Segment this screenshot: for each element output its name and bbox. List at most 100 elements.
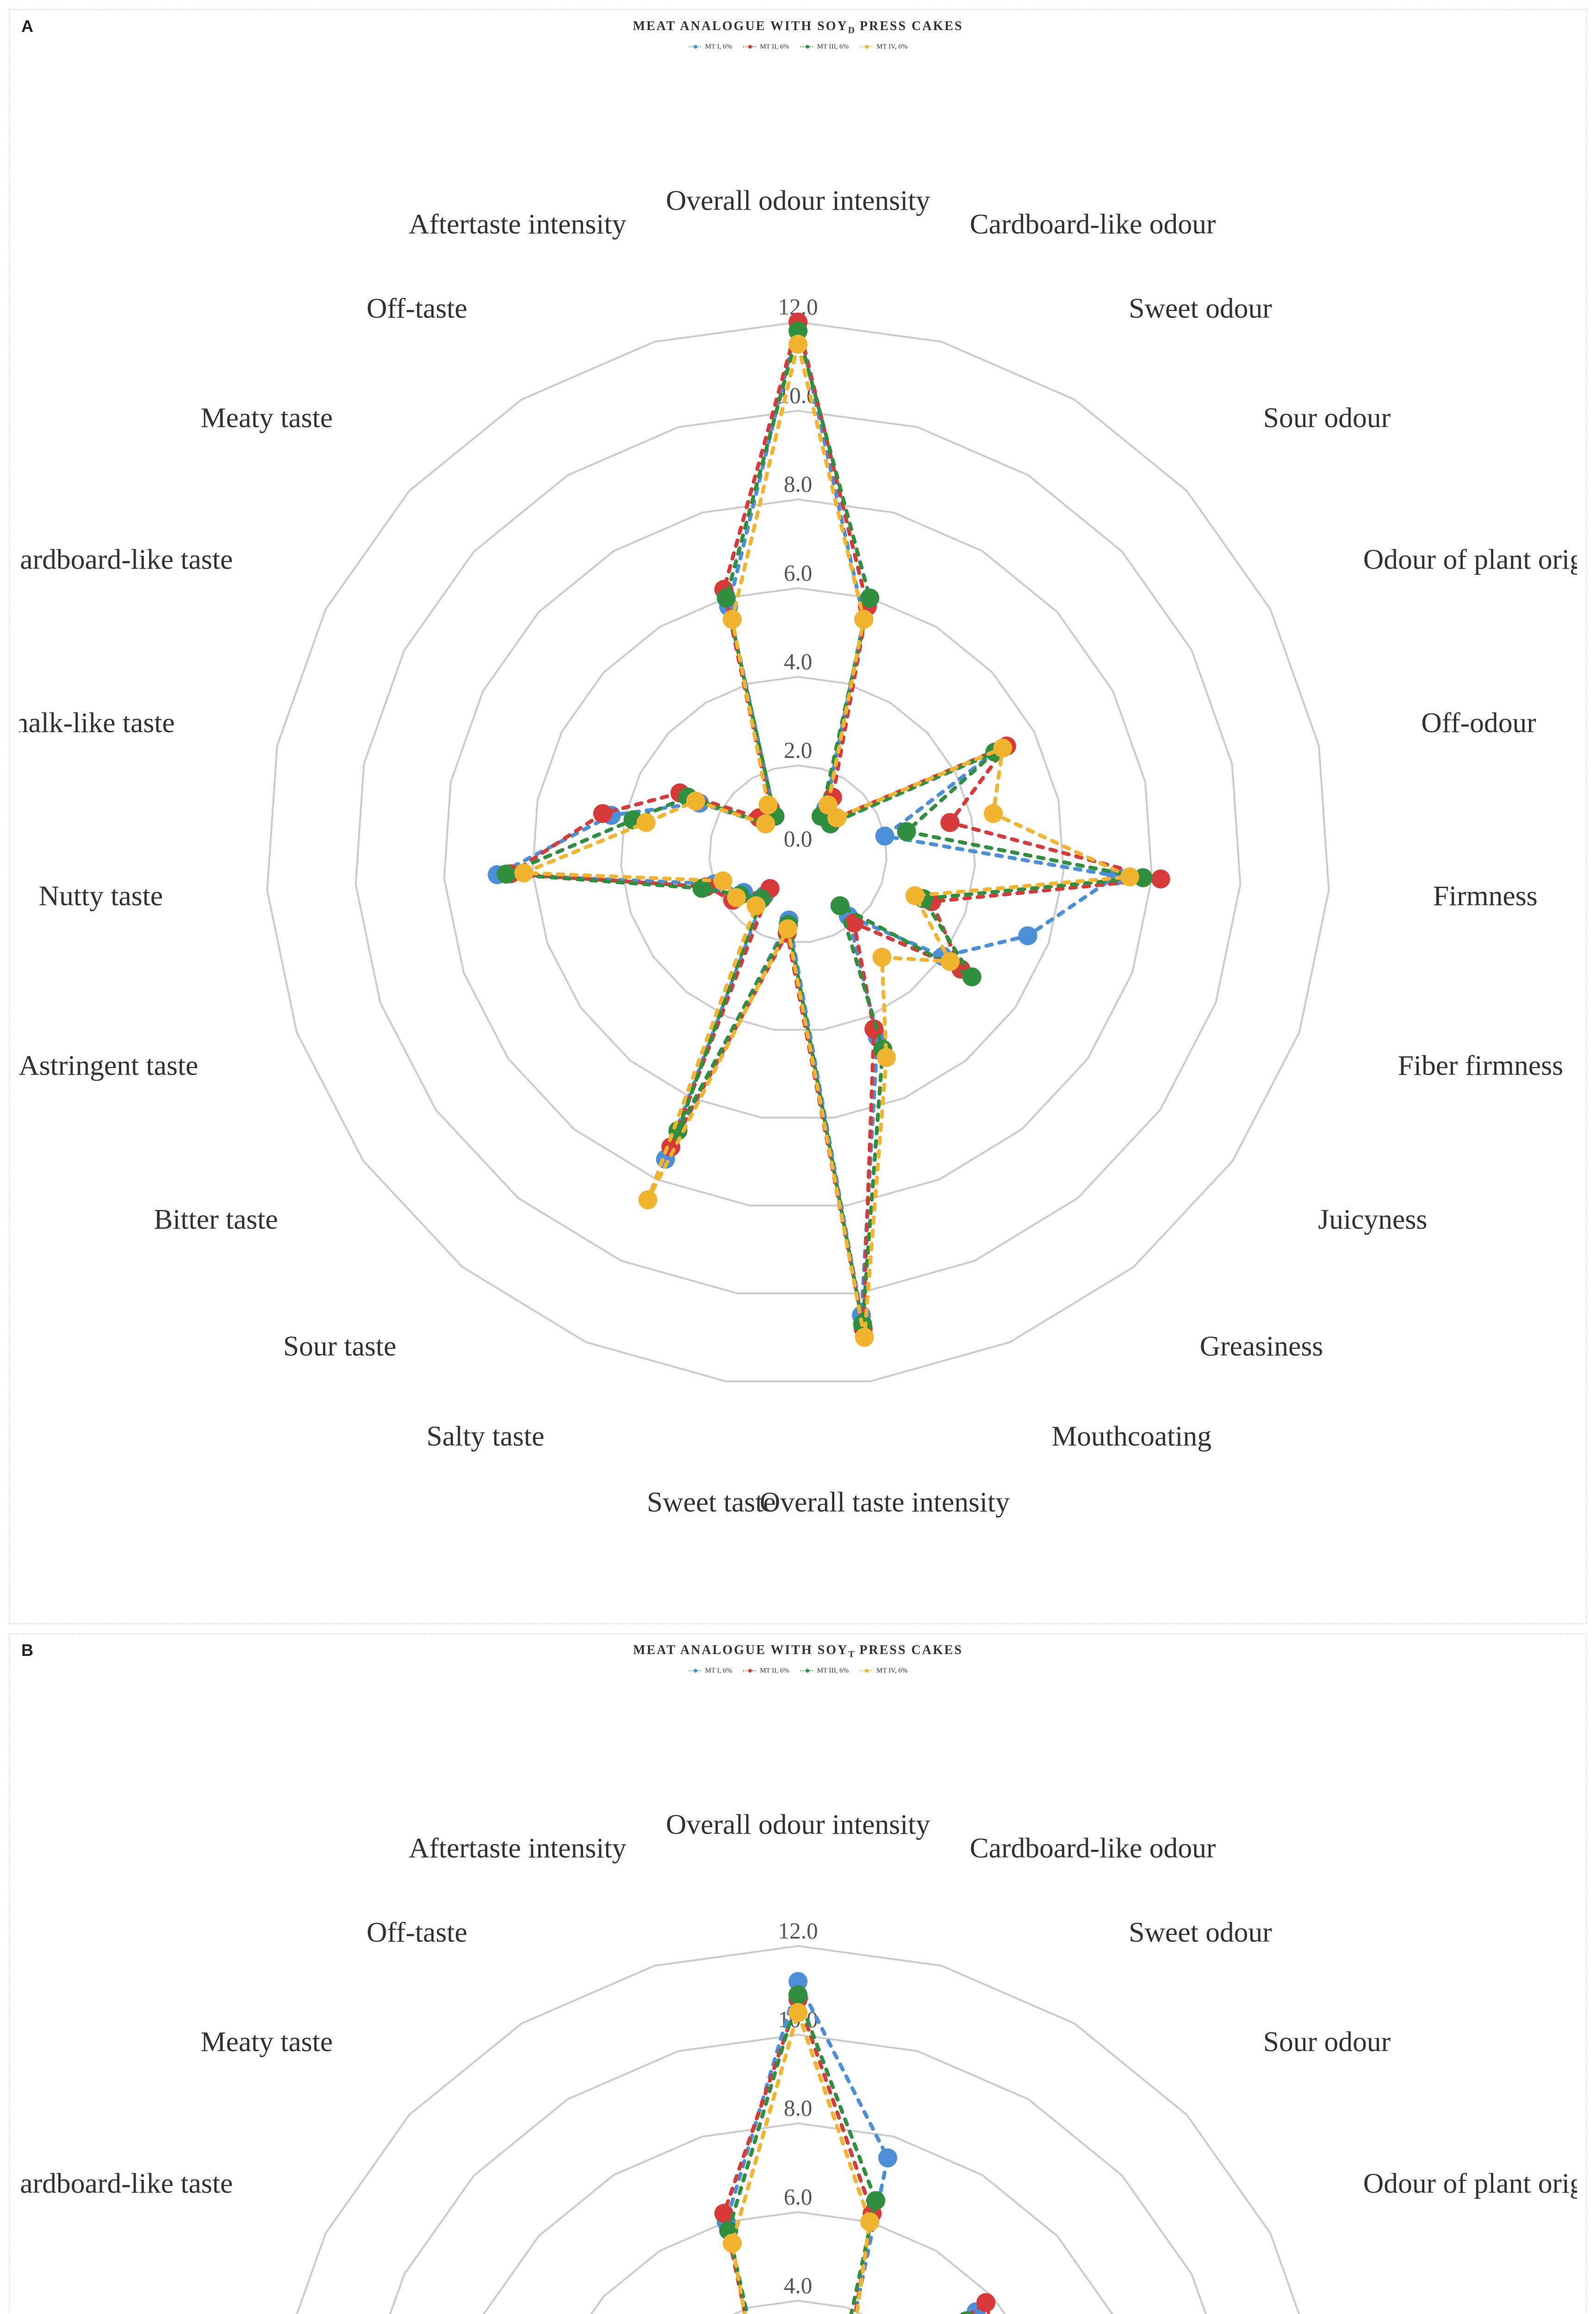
axis-label: Bitter taste	[154, 1204, 278, 1235]
axis-label: Overall odour intensity	[666, 1809, 930, 1841]
axis-label: Overall odour intensity	[666, 185, 930, 217]
axis-label: Cardboard-like odour	[970, 1833, 1216, 1864]
series-marker	[866, 2191, 885, 2210]
series-marker	[976, 2293, 995, 2312]
legend-swatch-icon	[860, 44, 874, 49]
series-marker	[872, 948, 891, 967]
legend-item: MT II, 6%	[743, 1667, 789, 1675]
axis-label: Chalk-like taste	[19, 707, 175, 739]
series-marker	[827, 809, 846, 827]
tick-label: 4.0	[784, 2273, 813, 2298]
axis-label: Nutty taste	[39, 880, 163, 912]
axis-label: Meaty taste	[201, 2026, 333, 2058]
axis-label: Sour odour	[1263, 2026, 1391, 2058]
series-marker	[831, 896, 850, 915]
series-marker	[877, 1048, 896, 1067]
tick-label: 6.0	[784, 560, 813, 585]
legend-item: MT II, 6%	[743, 43, 789, 51]
legend-swatch-icon	[801, 44, 814, 49]
axis-label: Juicyness	[1318, 1204, 1427, 1235]
series-marker	[714, 2204, 733, 2223]
legend-label: MT I, 6%	[705, 1667, 732, 1675]
axis-label: Sweet odour	[1129, 293, 1272, 324]
series-marker	[637, 813, 656, 832]
series-marker	[860, 589, 879, 608]
axis-label: Sour odour	[1263, 402, 1391, 434]
series-marker	[878, 2148, 897, 2167]
series-marker	[854, 610, 873, 629]
axis-label: Odour of plant origin	[1363, 544, 1577, 575]
axis-label: Overall taste intensity	[760, 1487, 1010, 1518]
series-marker	[984, 804, 1003, 823]
axis-label: Off-taste	[366, 1917, 467, 1948]
axis-label: Off-odour	[1421, 707, 1536, 739]
series-marker	[897, 822, 916, 841]
grid-ring	[356, 2035, 1241, 2314]
legend-label: MT IV, 6%	[876, 43, 907, 51]
axis-label: Cardboard-like taste	[19, 544, 233, 575]
legend-swatch-icon	[743, 1668, 757, 1673]
panel-letter: B	[21, 1641, 33, 1660]
series-marker	[1151, 870, 1170, 889]
tick-label: 12.0	[778, 1918, 818, 1944]
radar-chart: 0.02.04.06.08.010.012.0Overall odour int…	[19, 56, 1577, 1614]
legend-label: MT IV, 6%	[876, 1667, 907, 1675]
axis-label: Fiber firmness	[1398, 1050, 1563, 1082]
series-marker	[727, 888, 746, 907]
series-marker	[717, 589, 736, 608]
panel-letter: A	[21, 17, 33, 36]
axis-label: Greasiness	[1200, 1331, 1323, 1362]
panel-title: MEAT ANALOGUE WITH SOYT PRESS CAKES	[19, 1643, 1577, 1660]
axis-label: Aftertaste intensity	[409, 209, 626, 240]
series-marker	[789, 2003, 807, 2022]
series-marker	[758, 796, 777, 815]
axis-label: Odour of plant origin	[1363, 2168, 1577, 2199]
axis-label: Sweet taste	[647, 1487, 776, 1518]
tick-label: 6.0	[784, 2184, 813, 2209]
legend-swatch-icon	[689, 1668, 702, 1673]
axis-label: Cardboard-like odour	[970, 209, 1216, 240]
legend-swatch-icon	[801, 1668, 814, 1673]
series-marker	[860, 2213, 879, 2232]
series-marker	[514, 864, 533, 883]
series-line	[524, 344, 1130, 1337]
series-marker	[855, 1328, 874, 1347]
legend: MT I, 6% MT II, 6% MT III, 6% MT IV, 6%	[19, 43, 1577, 52]
legend-label: MT III, 6%	[817, 43, 849, 51]
axis-label: Meaty taste	[201, 402, 333, 434]
series-marker	[497, 865, 515, 883]
chart-wrap: 0.02.04.06.08.010.012.0Overall odour int…	[19, 1680, 1577, 2314]
series-marker	[756, 815, 775, 834]
axis-label: Sweet odour	[1129, 1917, 1272, 1948]
legend-item: MT III, 6%	[801, 1667, 849, 1675]
series-marker	[778, 919, 797, 938]
legend-swatch-icon	[689, 44, 702, 49]
legend-swatch-icon	[860, 1668, 874, 1673]
axis-label: Firmness	[1433, 880, 1538, 912]
axis-label: Sour taste	[283, 1331, 397, 1362]
grid-ring	[444, 499, 1152, 1206]
series-marker	[876, 827, 894, 846]
series-marker	[789, 1985, 807, 2004]
legend: MT I, 6% MT II, 6% MT III, 6% MT IV, 6%	[19, 1667, 1577, 1676]
axis-label: Salty taste	[427, 1421, 545, 1452]
series-marker	[639, 1190, 658, 1209]
series-marker	[746, 896, 765, 915]
series-marker	[686, 792, 705, 811]
series-marker	[993, 739, 1012, 758]
chart-wrap: 0.02.04.06.08.010.012.0Overall odour int…	[19, 56, 1577, 1614]
legend-label: MT II, 6%	[760, 43, 789, 51]
grid-ring	[356, 411, 1241, 1294]
series-marker	[963, 967, 981, 986]
legend-item: MT IV, 6%	[860, 43, 907, 51]
series-marker	[723, 610, 742, 629]
legend-item: MT III, 6%	[801, 43, 849, 51]
series-marker	[789, 335, 807, 354]
series-marker	[1120, 867, 1139, 886]
tick-label: 8.0	[784, 472, 813, 497]
series-line	[533, 1982, 1143, 2314]
legend-item: MT I, 6%	[689, 43, 732, 51]
series-marker	[940, 813, 959, 832]
axis-label: Aftertaste intensity	[409, 1833, 626, 1864]
legend-label: MT I, 6%	[705, 43, 732, 51]
